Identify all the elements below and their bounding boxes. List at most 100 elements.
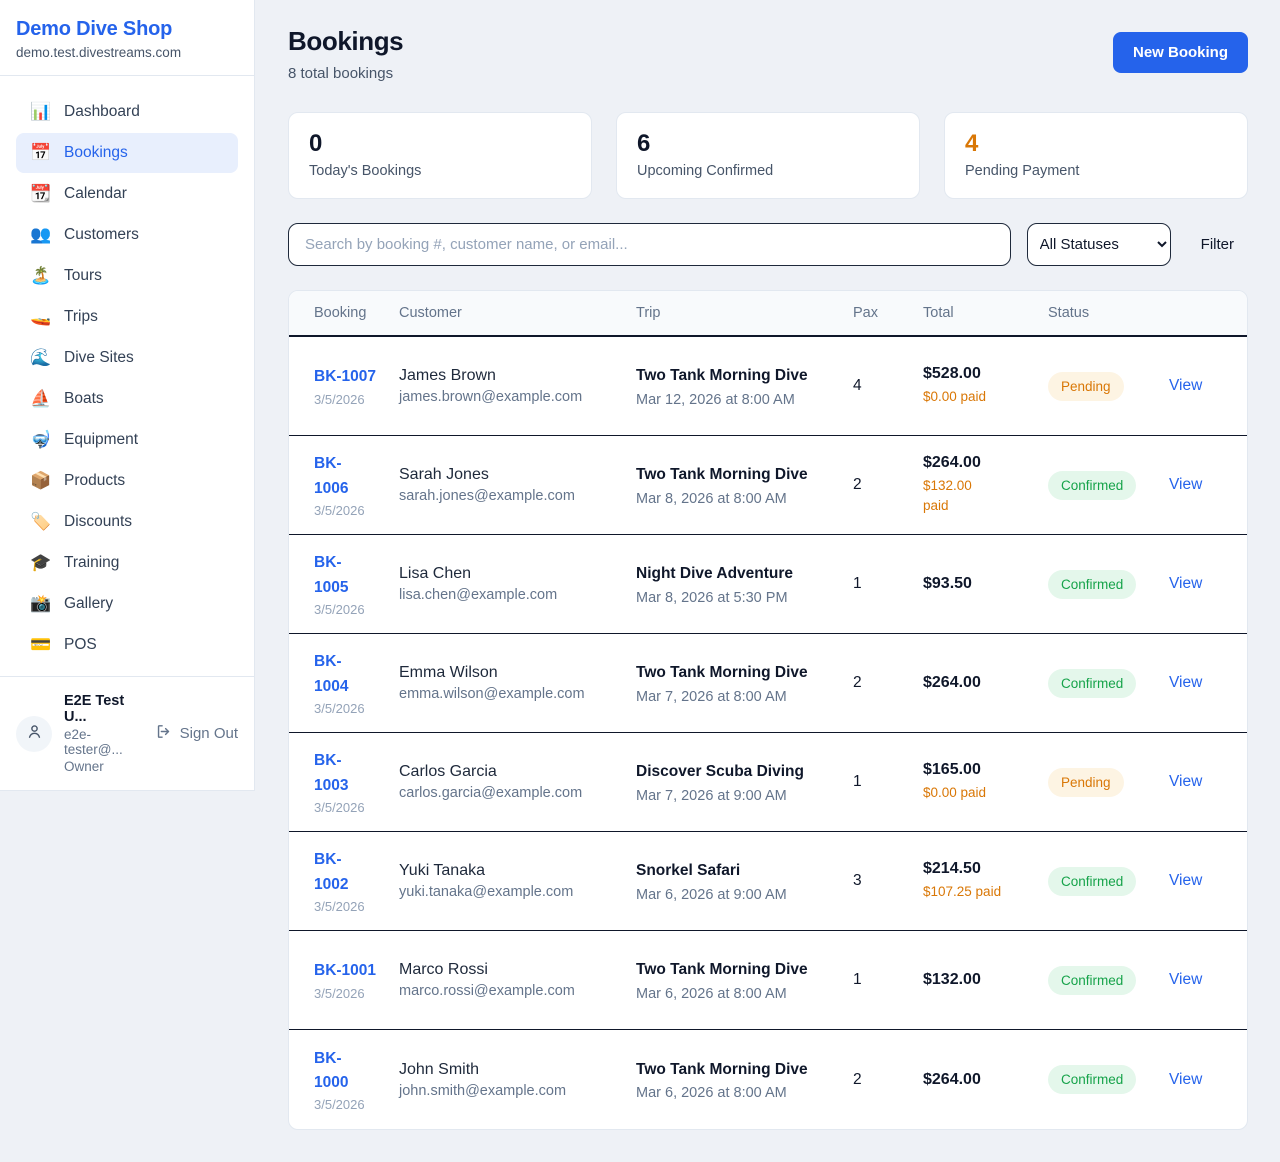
avatar: [16, 715, 52, 752]
total-amount: $214.50: [923, 859, 981, 877]
trip-datetime: Mar 6, 2026 at 9:00 AM: [636, 886, 787, 903]
table-row: BK-1001 3/5/2026 Marco Rossi marco.rossi…: [289, 931, 1247, 1030]
customer-cell: Emma Wilson emma.wilson@example.com: [399, 664, 636, 702]
booking-date: 3/5/2026: [314, 700, 365, 716]
view-link[interactable]: View: [1169, 674, 1203, 691]
view-link[interactable]: View: [1169, 476, 1203, 493]
table-row: BK- 1003 3/5/2026 Carlos Garcia carlos.g…: [289, 733, 1247, 832]
sidebar-item-label: Discounts: [64, 513, 133, 530]
booking-id-link[interactable]: BK-1001: [314, 962, 377, 980]
stat-card: 6 Upcoming Confirmed: [616, 112, 920, 199]
bookings-table: Booking Customer Trip Pax Total Status BK-100…: [288, 290, 1248, 1130]
trip-name: Two Tank Morning Dive: [636, 664, 808, 682]
user-role: Owner: [64, 759, 104, 774]
total-cell: $165.00 $0.00 paid: [923, 761, 1048, 803]
user-name: E2E Test U...: [64, 693, 125, 725]
user-section: E2E Test U... e2e-tester@... Owner Sign …: [0, 676, 254, 790]
stat-label: Pending Payment: [965, 163, 1080, 179]
trip-cell: Two Tank Morning Dive Mar 8, 2026 at 8:0…: [636, 463, 853, 506]
sidebar-item-discounts[interactable]: 🏷️ Discounts: [16, 502, 238, 542]
sidebar-item-calendar[interactable]: 📆 Calendar: [16, 174, 238, 214]
diving-mask-icon: 🤿: [30, 430, 52, 449]
sidebar-item-label: Customers: [64, 226, 139, 243]
search-input[interactable]: [288, 223, 1011, 266]
sidebar-item-label: Calendar: [64, 185, 127, 202]
view-link[interactable]: View: [1169, 1070, 1203, 1088]
sidebar-item-products[interactable]: 📦 Products: [16, 461, 238, 501]
customer-email: carlos.garcia@example.com: [399, 785, 583, 801]
view-link[interactable]: View: [1169, 575, 1203, 592]
booking-id-link[interactable]: BK- 1006: [314, 455, 349, 497]
trip-name: Discover Scuba Diving: [636, 763, 804, 781]
customer-name: John Smith: [399, 1060, 480, 1078]
sidebar-item-tours[interactable]: 🏝️ Tours: [16, 256, 238, 296]
booking-cell: BK- 1003 3/5/2026: [289, 749, 399, 814]
trip-datetime: Mar 12, 2026 at 8:00 AM: [636, 391, 795, 408]
booking-id-link[interactable]: BK- 1002: [314, 851, 349, 893]
pax-cell: 2: [853, 476, 862, 493]
wave-icon: 🌊: [30, 348, 52, 367]
paid-amount: $0.00 paid: [923, 784, 987, 800]
sign-out-button[interactable]: Sign Out: [155, 723, 238, 744]
status-badge: Confirmed: [1048, 470, 1137, 500]
column-header-booking: Booking: [314, 305, 367, 321]
booking-date: 3/5/2026: [314, 898, 365, 914]
total-amount: $264.00: [923, 1070, 981, 1088]
status-filter-select[interactable]: All Statuses: [1026, 223, 1171, 266]
trip-name: Snorkel Safari: [636, 862, 741, 880]
trip-datetime: Mar 8, 2026 at 8:00 AM: [636, 490, 787, 507]
total-amount: $264.00: [923, 674, 981, 691]
view-link[interactable]: View: [1169, 773, 1203, 790]
total-cell: $528.00 $0.00 paid: [923, 365, 1048, 407]
sidebar-item-dive-sites[interactable]: 🌊 Dive Sites: [16, 338, 238, 378]
sidebar-item-training[interactable]: 🎓 Training: [16, 543, 238, 583]
sidebar-item-boats[interactable]: ⛵ Boats: [16, 379, 238, 419]
booking-id-link[interactable]: BK-1007: [314, 368, 377, 386]
sidebar-item-bookings[interactable]: 📅 Bookings: [16, 133, 238, 173]
total-cell: $132.00: [923, 971, 1048, 989]
new-booking-button[interactable]: New Booking: [1112, 32, 1248, 73]
sidebar-item-dashboard[interactable]: 📊 Dashboard: [16, 92, 238, 132]
booking-id-link[interactable]: BK- 1005: [314, 554, 349, 596]
pax-cell: 1: [853, 575, 862, 592]
table-row: BK- 1005 3/5/2026 Lisa Chen lisa.chen@ex…: [289, 535, 1247, 634]
trip-datetime: Mar 8, 2026 at 5:30 PM: [636, 589, 788, 606]
sidebar-item-label: Products: [64, 472, 126, 489]
sidebar-item-gallery[interactable]: 📸 Gallery: [16, 584, 238, 624]
trip-cell: Night Dive Adventure Mar 8, 2026 at 5:30…: [636, 562, 853, 605]
table-row: BK- 1006 3/5/2026 Sarah Jones sarah.jone…: [289, 436, 1247, 535]
trip-name: Night Dive Adventure: [636, 565, 794, 583]
status-badge: Confirmed: [1048, 965, 1137, 995]
filter-row: All Statuses Filter: [288, 223, 1248, 266]
customer-cell: John Smith john.smith@example.com: [399, 1061, 636, 1099]
view-link[interactable]: View: [1169, 971, 1203, 988]
sidebar-item-trips[interactable]: 🚤 Trips: [16, 297, 238, 337]
trip-cell: Discover Scuba Diving Mar 7, 2026 at 9:0…: [636, 760, 853, 803]
total-amount: $528.00: [923, 364, 981, 382]
status-badge: Pending: [1048, 371, 1124, 401]
sidebar: Demo Dive Shop demo.test.divestreams.com…: [0, 0, 255, 791]
customer-name: Emma Wilson: [399, 664, 498, 681]
sidebar-item-pos[interactable]: 💳 POS: [16, 625, 238, 665]
user-email: e2e-tester@...: [64, 727, 123, 757]
calendar-icon: 📅: [30, 143, 52, 162]
trip-datetime: Mar 7, 2026 at 8:00 AM: [636, 688, 787, 705]
sidebar-item-equipment[interactable]: 🤿 Equipment: [16, 420, 238, 460]
customer-email: james.brown@example.com: [399, 389, 583, 405]
total-amount: $165.00: [923, 760, 981, 778]
booking-id-link[interactable]: BK- 1000: [314, 1049, 349, 1091]
view-link[interactable]: View: [1169, 872, 1203, 889]
booking-cell: BK- 1004 3/5/2026: [289, 650, 399, 715]
sidebar-item-customers[interactable]: 👥 Customers: [16, 215, 238, 255]
booking-date: 3/5/2026: [314, 1097, 365, 1113]
booking-id-link[interactable]: BK- 1004: [314, 653, 349, 695]
status-badge: Pending: [1048, 767, 1124, 797]
view-link[interactable]: View: [1169, 377, 1203, 394]
filter-button[interactable]: Filter: [1187, 236, 1248, 253]
sign-out-icon: [155, 723, 172, 744]
booking-date: 3/5/2026: [314, 391, 365, 407]
customer-name: Lisa Chen: [399, 565, 472, 582]
stat-value: 6: [637, 130, 651, 157]
booking-id-link[interactable]: BK- 1003: [314, 752, 349, 794]
brand: Demo Dive Shop demo.test.divestreams.com: [0, 0, 254, 76]
